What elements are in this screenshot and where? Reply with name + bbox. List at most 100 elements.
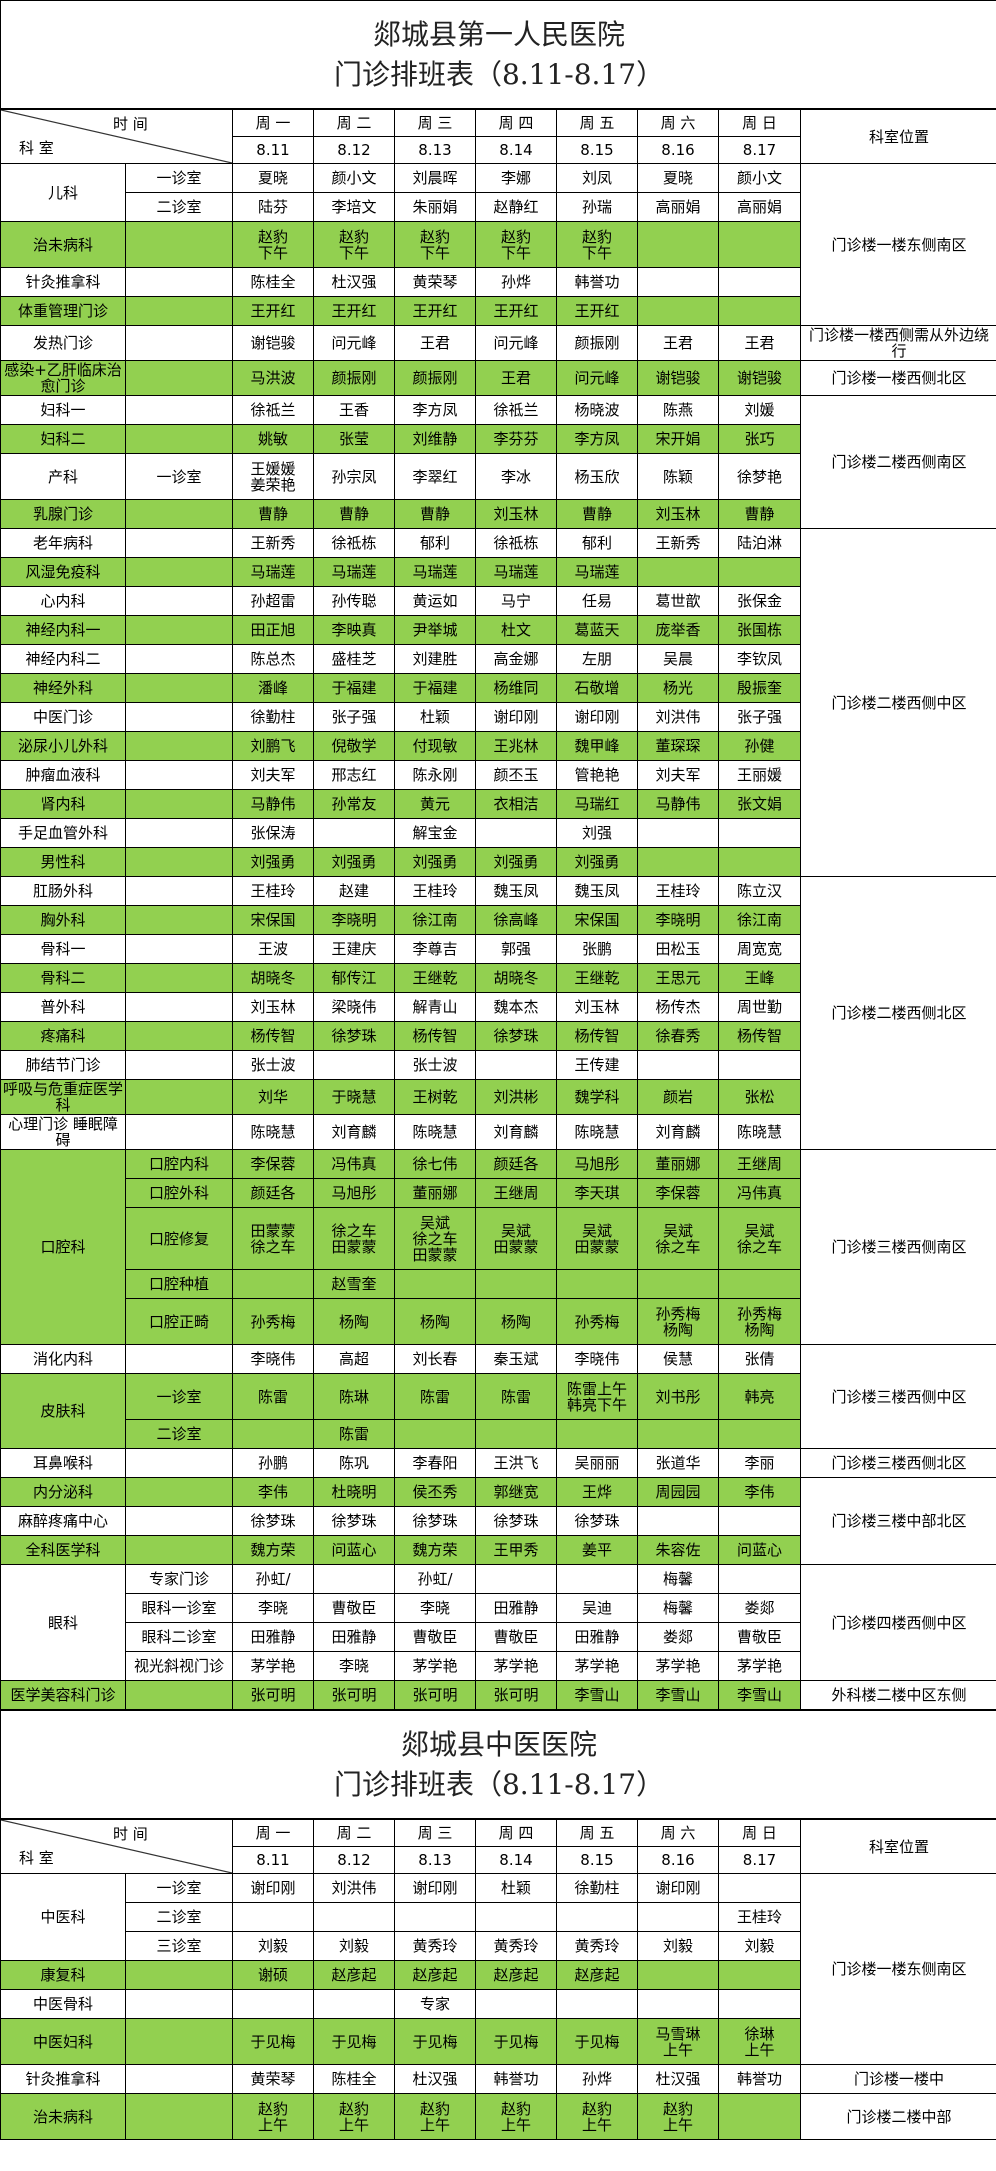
doctor-cell: 王继周 [718,1149,801,1179]
schedule-row: 肺结节门诊 张士波 张士波 王传建 [0,1050,996,1080]
doctor-cell: 颜小文 [718,163,801,193]
doctor-cell: 马雪琳 上午 [637,2018,719,2065]
doctor-cell: 吴迪 [556,1593,638,1623]
doctor-cell: 刘洪彬 [475,1079,557,1115]
doctor-cell: 韩誉功 [718,2064,801,2094]
schedule-row: 中医门诊 徐勤柱 张子强 杜颖 谢印刚 谢印刚 刘洪伟 张子强 [0,702,996,732]
doctor-cell: 徐七伟 [394,1149,476,1179]
doctor-cell: 吴斌 徐之车 田蒙蒙 [394,1207,476,1270]
department-location: 门诊楼一楼东侧南区 [799,163,996,326]
doctor-cell: 夏晓 [637,163,719,193]
room-name [125,934,233,964]
doctor-cell [718,1564,801,1594]
doctor-cell: 姚敏 [232,424,314,454]
doctor-cell: 谢铠骏 [232,325,314,361]
room-name [125,360,233,396]
doctor-cell: 陆芬 [232,192,314,222]
department-location: 门诊楼三楼西侧南区 [799,1149,996,1345]
room-name: 视光斜视门诊 [125,1651,233,1681]
doctor-cell: 魏本杰 [475,992,557,1022]
doctor-cell: 王新秀 [637,528,719,558]
doctor-cell: 谢印刚 [232,1873,314,1903]
header-diagonal-cell: 时 间科 室 [0,108,233,164]
doctor-cell: 徐江南 [394,905,476,935]
doctor-cell: 于见梅 [232,2018,314,2065]
doctor-cell: 王丽媛 [718,760,801,790]
doctor-cell: 韩誉功 [475,2064,557,2094]
hospital-name: 郯城县中医医院 [401,1727,598,1761]
doctor-cell: 黄运如 [394,586,476,616]
doctor-cell: 葛蓝天 [556,615,638,645]
doctor-cell: 胡晓冬 [232,963,314,993]
doctor-cell: 张士波 [394,1050,476,1080]
department-name: 妇科二 [0,424,126,454]
doctor-cell: 陈雷 [313,1419,395,1449]
doctor-cell: 刘洪伟 [637,702,719,732]
doctor-cell: 吴斌 田蒙蒙 [556,1207,638,1270]
room-name [125,2064,233,2094]
doctor-cell: 李方凤 [556,424,638,454]
room-name: 一诊室 [125,453,233,500]
department-name: 神经外科 [0,673,126,703]
doctor-cell: 曹敬臣 [718,1622,801,1652]
doctor-cell: 谢硕 [232,1960,314,1990]
doctor-cell: 曹敬臣 [475,1622,557,1652]
doctor-cell [637,1506,719,1536]
doctor-cell: 王继乾 [556,963,638,993]
doctor-cell: 李春阳 [394,1448,476,1478]
schedule-row: 风湿免疫科 马瑞莲 马瑞莲 马瑞莲 马瑞莲 马瑞莲 [0,557,996,587]
department-name: 心理门诊 睡眠障碍 [0,1114,126,1150]
doctor-cell: 宋保国 [232,905,314,935]
department-name: 中医骨科 [0,1989,126,2019]
schedule-row: 二诊室 陈雷 [1,1419,996,1449]
department-name: 体重管理门诊 [0,296,126,326]
doctor-cell: 王洪飞 [475,1448,557,1478]
doctor-cell: 李伟 [718,1477,801,1507]
doctor-cell [475,818,557,848]
day-header: 周 三 [394,1818,476,1847]
room-name [125,557,233,587]
doctor-cell: 曹静 [313,499,395,529]
doctor-cell: 田雅静 [232,1622,314,1652]
doctor-cell: 谢印刚 [637,1873,719,1903]
doctor-cell: 董琛琛 [637,731,719,761]
doctor-cell: 马瑞莲 [232,557,314,587]
doctor-cell: 马洪波 [232,360,314,396]
doctor-cell: 孙超雷 [232,586,314,616]
doctor-cell [313,818,395,848]
doctor-cell: 王香 [313,395,395,425]
schedule-row: 耳鼻喉科 孙鹏 陈巩 李春阳 王洪飞 吴丽丽 张道华 李丽 门诊楼三楼西侧北区 [0,1448,996,1478]
doctor-cell [394,1419,476,1449]
day-header: 周 日 [718,1818,801,1847]
doctor-cell: 杨传智 [556,1021,638,1051]
doctor-cell: 曹静 [232,499,314,529]
schedule-row: 口腔科 口腔内科 李保蓉 冯伟真 徐七伟 颜廷各 马旭彤 董丽娜 王继周 门诊楼三楼西侧南区 [0,1149,996,1345]
doctor-cell: 李雪山 [637,1680,719,1710]
department-name: 中医科 [0,1873,126,1961]
doctor-cell: 赵雪奎 [313,1269,395,1299]
doctor-cell: 徐梦珠 [475,1506,557,1536]
schedule-row: 三诊室 刘毅 刘毅 黄秀玲 黄秀玲 黄秀玲 刘毅 刘毅 [1,1931,996,1961]
doctor-cell: 张国栋 [718,615,801,645]
doctor-cell [394,1269,476,1299]
doctor-cell: 陈颖 [637,453,719,500]
doctor-cell: 李晓 [313,1651,395,1681]
doctor-cell [637,557,719,587]
department-name: 风湿免疫科 [0,557,126,587]
schedule-row: 呼吸与危重症医学科 刘华 于晓慧 王树乾 刘洪彬 魏学科 颜岩 张松 [0,1079,996,1115]
department-name: 肺结节门诊 [0,1050,126,1080]
room-name [125,1989,233,2019]
doctor-cell: 刘玉林 [232,992,314,1022]
doctor-cell: 黄秀玲 [556,1931,638,1961]
doctor-cell: 颜振刚 [313,360,395,396]
doctor-cell: 宋保国 [556,905,638,935]
doctor-cell [718,1506,801,1536]
doctor-cell: 陈立汉 [718,876,801,906]
doctor-cell: 颜廷各 [232,1178,314,1208]
date-header: 8.13 [394,1846,476,1874]
doctor-cell: 殷振奎 [718,673,801,703]
room-name: 口腔内科 [125,1149,233,1179]
department-name: 口腔科 [0,1149,126,1345]
schedule-row: 针灸推拿科 陈桂全 杜汉强 黄荣琴 孙烨 韩誉功 [0,267,996,297]
doctor-cell: 徐梦珠 [313,1021,395,1051]
